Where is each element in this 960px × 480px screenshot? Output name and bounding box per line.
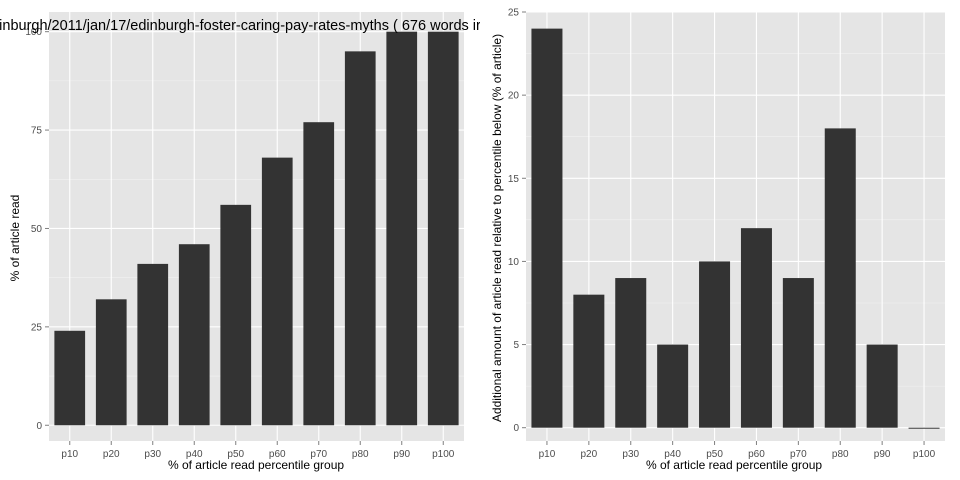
bar-p80 <box>824 128 856 428</box>
x-tick-label: p70 <box>790 449 807 460</box>
bar-p20 <box>573 294 605 428</box>
bar-p50 <box>220 204 252 426</box>
bar-p90 <box>386 31 418 426</box>
x-axis-ticks: p10 p20 p30 p40 p50 p60 p70 p80 p90 p100 <box>61 441 455 460</box>
bars <box>531 28 940 429</box>
bar-p60 <box>740 228 772 428</box>
x-tick-label: p10 <box>539 449 556 460</box>
bar-p60 <box>261 157 293 426</box>
bar-p70 <box>303 122 335 426</box>
bar-p100 <box>908 427 940 429</box>
y-tick-label: 10 <box>508 257 520 268</box>
bar-p100 <box>427 31 459 426</box>
y-tick-label: 15 <box>508 174 520 185</box>
x-tick-label: p70 <box>310 449 327 460</box>
x-tick-label: p60 <box>748 449 765 460</box>
x-tick-label: p90 <box>874 449 891 460</box>
y-axis-title: Additional amount of article read relati… <box>490 34 504 422</box>
bar-p20 <box>95 299 127 426</box>
bar-p30 <box>615 278 647 428</box>
bar-p10 <box>531 28 563 428</box>
y-tick-label: 20 <box>508 91 520 102</box>
x-tick-label: p40 <box>186 449 203 460</box>
y-tick-label: 75 <box>31 126 43 137</box>
x-tick-label: p80 <box>832 449 849 460</box>
x-tick-label: p80 <box>352 449 369 460</box>
x-axis-title: % of article read percentile group <box>646 458 822 472</box>
x-tick-label: p30 <box>144 449 161 460</box>
y-tick-label: 100 <box>25 27 42 38</box>
x-tick-label: p100 <box>432 449 455 460</box>
x-tick-label: p50 <box>706 449 723 460</box>
x-tick-label: p20 <box>581 449 598 460</box>
bars <box>54 31 459 426</box>
y-axis-ticks: 0 5 10 15 20 25 <box>508 8 526 434</box>
y-tick-label: 5 <box>513 340 519 351</box>
y-axis-title: % of article read <box>8 195 22 282</box>
x-axis-title: % of article read percentile group <box>168 458 344 472</box>
bar-p90 <box>866 344 898 428</box>
bar-p30 <box>137 263 169 426</box>
chart-title: inburgh/2011/jan/17/edinburgh-foster-car… <box>0 18 481 34</box>
x-axis-ticks: p10 p20 p30 p40 p50 p60 p70 p80 p90 p100 <box>539 441 936 460</box>
bar-p70 <box>782 278 814 428</box>
x-tick-label: p20 <box>103 449 120 460</box>
x-tick-label: p50 <box>227 449 244 460</box>
y-axis-ticks: 0 25 50 75 100 <box>25 27 49 432</box>
x-tick-label: p100 <box>913 449 936 460</box>
y-tick-label: 25 <box>31 322 43 333</box>
x-tick-label: p60 <box>269 449 286 460</box>
y-tick-label: 50 <box>31 224 43 235</box>
y-tick-label: 25 <box>508 8 520 19</box>
x-tick-label: p40 <box>664 449 681 460</box>
bar-p10 <box>54 330 86 426</box>
y-tick-label: 0 <box>36 421 42 432</box>
y-tick-label: 0 <box>513 423 519 434</box>
bar-p40 <box>657 344 689 428</box>
x-tick-label: p90 <box>393 449 410 460</box>
bar-p80 <box>344 51 376 426</box>
bar-p50 <box>699 261 731 428</box>
x-tick-label: p10 <box>61 449 78 460</box>
bar-p40 <box>178 244 210 426</box>
x-tick-label: p30 <box>622 449 639 460</box>
